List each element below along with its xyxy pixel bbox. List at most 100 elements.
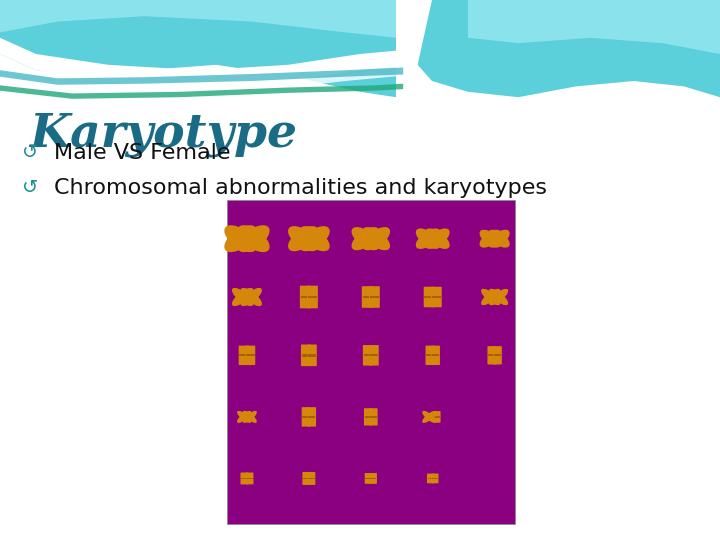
Ellipse shape — [351, 227, 379, 250]
Text: Karyotype: Karyotype — [29, 111, 297, 157]
FancyBboxPatch shape — [303, 478, 310, 479]
Ellipse shape — [425, 228, 450, 249]
Polygon shape — [0, 84, 403, 99]
Ellipse shape — [237, 411, 251, 423]
FancyBboxPatch shape — [431, 287, 442, 307]
Ellipse shape — [225, 225, 256, 252]
Polygon shape — [0, 65, 403, 97]
FancyBboxPatch shape — [307, 472, 315, 485]
FancyBboxPatch shape — [302, 407, 310, 427]
Ellipse shape — [489, 289, 508, 305]
Ellipse shape — [243, 411, 257, 423]
FancyBboxPatch shape — [428, 478, 433, 479]
Ellipse shape — [362, 227, 390, 250]
FancyBboxPatch shape — [369, 286, 380, 308]
Ellipse shape — [425, 228, 450, 249]
Ellipse shape — [422, 411, 436, 423]
FancyBboxPatch shape — [245, 346, 256, 365]
FancyBboxPatch shape — [370, 478, 376, 479]
Ellipse shape — [238, 225, 269, 252]
FancyBboxPatch shape — [362, 286, 373, 308]
Ellipse shape — [488, 230, 510, 248]
Ellipse shape — [288, 226, 318, 251]
FancyBboxPatch shape — [363, 296, 372, 298]
Ellipse shape — [232, 288, 253, 306]
Ellipse shape — [300, 226, 330, 251]
FancyBboxPatch shape — [431, 474, 438, 483]
Polygon shape — [0, 68, 403, 85]
Ellipse shape — [240, 288, 262, 306]
FancyBboxPatch shape — [432, 478, 438, 479]
FancyBboxPatch shape — [494, 354, 501, 356]
FancyBboxPatch shape — [487, 346, 496, 364]
Ellipse shape — [489, 289, 508, 305]
FancyBboxPatch shape — [371, 416, 377, 418]
FancyBboxPatch shape — [370, 408, 378, 426]
Ellipse shape — [238, 225, 269, 252]
FancyBboxPatch shape — [301, 345, 310, 366]
Ellipse shape — [362, 227, 390, 250]
Ellipse shape — [243, 411, 257, 423]
Ellipse shape — [481, 289, 500, 305]
Text: ↺: ↺ — [22, 178, 38, 197]
Ellipse shape — [415, 228, 441, 249]
FancyBboxPatch shape — [246, 354, 255, 356]
FancyBboxPatch shape — [302, 416, 310, 418]
FancyBboxPatch shape — [364, 408, 372, 426]
Polygon shape — [0, 0, 396, 38]
Polygon shape — [418, 0, 720, 97]
FancyBboxPatch shape — [432, 296, 441, 298]
FancyBboxPatch shape — [302, 472, 310, 485]
FancyBboxPatch shape — [246, 472, 253, 484]
FancyBboxPatch shape — [431, 346, 440, 365]
FancyBboxPatch shape — [308, 296, 318, 298]
Polygon shape — [468, 0, 720, 54]
FancyBboxPatch shape — [370, 473, 377, 484]
FancyBboxPatch shape — [365, 416, 372, 418]
Ellipse shape — [240, 288, 262, 306]
Ellipse shape — [232, 288, 253, 306]
FancyBboxPatch shape — [363, 345, 372, 366]
Text: Male VS Female: Male VS Female — [54, 143, 230, 163]
FancyBboxPatch shape — [365, 473, 372, 484]
FancyBboxPatch shape — [369, 345, 379, 366]
FancyBboxPatch shape — [427, 474, 434, 483]
FancyBboxPatch shape — [366, 478, 372, 479]
FancyBboxPatch shape — [240, 472, 248, 484]
FancyBboxPatch shape — [246, 478, 253, 479]
Ellipse shape — [288, 226, 318, 251]
FancyBboxPatch shape — [307, 345, 317, 366]
Ellipse shape — [237, 411, 251, 423]
FancyBboxPatch shape — [308, 354, 316, 356]
Ellipse shape — [415, 228, 441, 249]
FancyBboxPatch shape — [241, 478, 248, 479]
FancyBboxPatch shape — [307, 286, 318, 308]
FancyBboxPatch shape — [435, 416, 440, 417]
FancyBboxPatch shape — [432, 354, 439, 356]
Ellipse shape — [225, 225, 256, 252]
FancyBboxPatch shape — [488, 354, 495, 356]
Ellipse shape — [422, 411, 436, 423]
FancyBboxPatch shape — [434, 411, 441, 423]
Text: Chromosomal abnormalities and karyotypes: Chromosomal abnormalities and karyotypes — [54, 178, 547, 198]
FancyBboxPatch shape — [364, 354, 372, 356]
FancyBboxPatch shape — [301, 296, 310, 298]
Ellipse shape — [351, 227, 379, 250]
FancyBboxPatch shape — [426, 354, 433, 356]
FancyBboxPatch shape — [423, 287, 435, 307]
FancyBboxPatch shape — [302, 354, 310, 356]
FancyBboxPatch shape — [239, 354, 248, 356]
FancyBboxPatch shape — [370, 354, 378, 356]
FancyBboxPatch shape — [426, 346, 434, 365]
FancyBboxPatch shape — [239, 346, 249, 365]
FancyBboxPatch shape — [308, 478, 315, 479]
Ellipse shape — [480, 230, 501, 248]
FancyBboxPatch shape — [425, 296, 433, 298]
FancyBboxPatch shape — [227, 200, 515, 524]
FancyBboxPatch shape — [300, 286, 311, 308]
FancyBboxPatch shape — [493, 346, 502, 364]
Ellipse shape — [488, 230, 510, 248]
FancyBboxPatch shape — [370, 296, 379, 298]
FancyBboxPatch shape — [307, 407, 316, 427]
FancyBboxPatch shape — [308, 416, 315, 418]
